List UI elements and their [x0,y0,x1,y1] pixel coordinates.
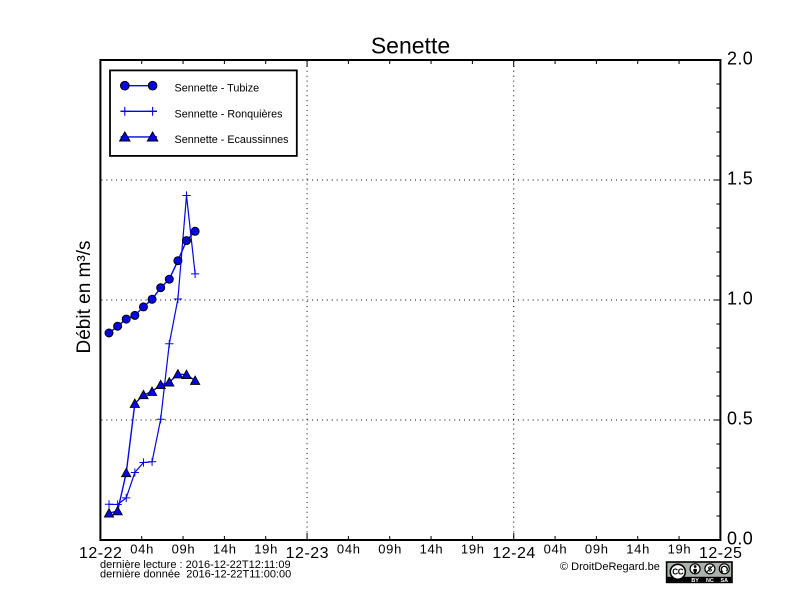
svg-text:Sennette - Ronquières: Sennette - Ronquières [175,108,284,120]
svg-text:1.0: 1.0 [727,289,753,309]
svg-text:dernière donnée 2016-12-22T11: dernière donnée 2016-12-22T11:00:00 [100,568,291,580]
svg-text:Sennette - Ecaussinnes: Sennette - Ecaussinnes [175,134,290,146]
svg-text:09h: 09h [172,542,196,557]
svg-text:Sennette - Tubize: Sennette - Tubize [175,83,260,95]
svg-text:12-24: 12-24 [492,545,535,562]
svg-text:12-22: 12-22 [79,545,122,562]
svg-text:04h: 04h [130,542,154,557]
svg-text:19h: 19h [461,542,485,557]
svg-text:NC: NC [706,578,714,584]
svg-text:14h: 14h [420,542,444,557]
svg-text:14h: 14h [626,542,650,557]
svg-text:2.0: 2.0 [727,49,753,69]
svg-text:04h: 04h [544,542,568,557]
svg-text:0.0: 0.0 [727,529,753,549]
svg-text:Débit en m³/s: Débit en m³/s [74,241,95,354]
svg-text:dernière lecture : 2016-12-22T: dernière lecture : 2016-12-22T12:11:09 [100,559,291,571]
svg-text:0.5: 0.5 [727,409,753,429]
svg-text:14h: 14h [213,542,237,557]
svg-text:09h: 09h [378,542,402,557]
svg-text:09h: 09h [585,542,609,557]
svg-text:CC: CC [672,568,684,577]
svg-text:12-23: 12-23 [286,545,329,562]
svg-text:1.5: 1.5 [727,169,753,189]
svg-text:Senette: Senette [371,33,450,59]
svg-text:04h: 04h [337,542,361,557]
svg-text:SA: SA [721,578,729,584]
svg-text:19h: 19h [668,542,692,557]
svg-text:12-25: 12-25 [699,545,742,562]
svg-text:© DroitDeRegard.be: © DroitDeRegard.be [560,561,660,573]
svg-text:19h: 19h [254,542,278,557]
svg-text:BY: BY [691,578,699,584]
